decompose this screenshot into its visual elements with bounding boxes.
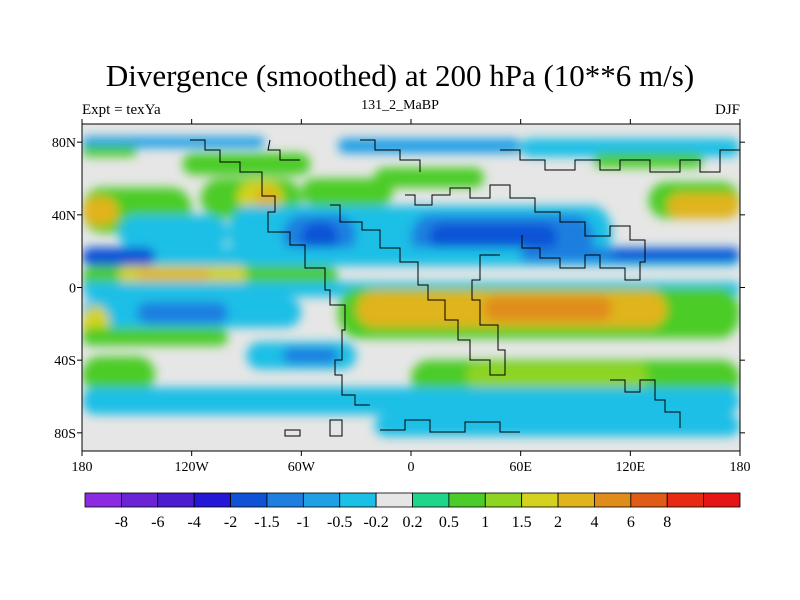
contour-region-41 <box>82 387 740 415</box>
y-tick-label: 40N <box>52 209 76 224</box>
colorbar-level-label: -4 <box>188 514 201 531</box>
contour-region-38 <box>82 356 156 393</box>
x-tick-label: 180 <box>72 460 93 475</box>
colorbar-swatch-2 <box>157 492 195 508</box>
contour-region-2 <box>520 138 740 157</box>
colorbar-level-label: -6 <box>151 514 164 531</box>
colorbar-level-label: 4 <box>590 514 598 531</box>
colorbar-swatch-16 <box>666 492 705 508</box>
y-tick-label: 0 <box>69 282 76 297</box>
contour-region-15 <box>118 214 229 252</box>
contour-region-24 <box>612 249 740 261</box>
colorbar-swatch-4 <box>230 492 268 508</box>
run-id-label: 131_2_MaBP <box>361 98 439 113</box>
colorbar-swatch-12 <box>521 492 559 508</box>
colorbar: -8 -6 -4 -2 -1.5 -1 -0.5 -0.2 0.2 0.5 1 1.5 2 4 6 8 <box>84 492 741 531</box>
contour-region-0 <box>82 136 265 148</box>
colorbar-level-label: 8 <box>663 514 671 531</box>
contour-region-34 <box>484 296 613 321</box>
contour-region-1 <box>337 138 521 154</box>
colorbar-swatch-1 <box>120 492 159 508</box>
x-tick-label: 60E <box>509 460 532 475</box>
plot-title: Divergence (smoothed) at 200 hPa (10**6 … <box>105 58 695 93</box>
x-tick-label: 60W <box>288 460 316 475</box>
colorbar-swatch-10 <box>448 492 486 508</box>
contour-region-14 <box>666 193 740 219</box>
experiment-label: Expt = texYa <box>82 102 161 118</box>
contour-region-35 <box>82 327 229 346</box>
contour-region-42 <box>374 414 740 437</box>
colorbar-level-label: -1.5 <box>254 514 279 531</box>
colorbar-level-label: 1.5 <box>512 514 532 531</box>
contour-region-30 <box>136 302 229 324</box>
contour-region-37 <box>283 347 338 364</box>
colorbar-level-label: -0.5 <box>327 514 352 531</box>
map-plot-area <box>82 124 740 451</box>
colorbar-swatch-11 <box>484 492 523 508</box>
contour-region-18 <box>301 222 338 255</box>
colorbar-swatch-3 <box>193 492 231 508</box>
colorbar-level-label: -0.2 <box>363 514 388 531</box>
colorbar-swatch-8 <box>375 492 413 508</box>
colorbar-swatch-7 <box>339 492 377 508</box>
contour-region-22 <box>82 247 156 266</box>
contour-region-12 <box>301 178 393 206</box>
contour-region-3 <box>82 145 137 157</box>
colorbar-level-label: 0.5 <box>439 514 459 531</box>
colorbar-level-label: -1 <box>297 514 310 531</box>
y-tick-label: 80N <box>52 136 76 151</box>
axis-ticks-layer: 180 120W 60W 0 60E 120E 180 80N 40N 0 40S 80S <box>52 119 751 475</box>
colorbar-swatch-15 <box>630 492 668 508</box>
colorbar-swatch-0 <box>84 492 122 508</box>
y-tick-label: 40S <box>54 354 76 369</box>
coastline-outline <box>190 139 740 437</box>
colorbar-swatch-13 <box>557 492 595 508</box>
colorbar-level-label: 1 <box>481 514 489 531</box>
contour-region-4 <box>182 153 311 175</box>
colorbar-swatch-6 <box>302 492 341 508</box>
colorbar-level-label: 6 <box>627 514 635 531</box>
season-label: DJF <box>714 102 740 118</box>
contour-region-5 <box>374 167 485 188</box>
colorbar-swatch-5 <box>266 492 304 508</box>
x-tick-label: 180 <box>730 460 751 475</box>
colorbar-level-label: 2 <box>554 514 562 531</box>
colorbar-swatch-17 <box>703 492 741 508</box>
contour-region-27 <box>136 269 210 281</box>
colorbar-swatch-14 <box>594 492 632 508</box>
colorbar-level-label: -2 <box>224 514 237 531</box>
x-tick-label: 120W <box>175 460 210 475</box>
contour-region-11 <box>255 187 280 206</box>
contour-region-8 <box>82 196 119 226</box>
x-tick-label: 120E <box>616 460 646 475</box>
colorbar-level-label: 0.2 <box>403 514 423 531</box>
y-tick-label: 80S <box>54 427 76 442</box>
contour-region-40 <box>465 363 649 388</box>
x-tick-label: 0 <box>408 460 415 475</box>
colorbar-level-label: -8 <box>115 514 128 531</box>
contour-region-20 <box>429 223 558 252</box>
contour-fill-layer <box>82 136 740 437</box>
colorbar-swatch-9 <box>412 492 450 508</box>
